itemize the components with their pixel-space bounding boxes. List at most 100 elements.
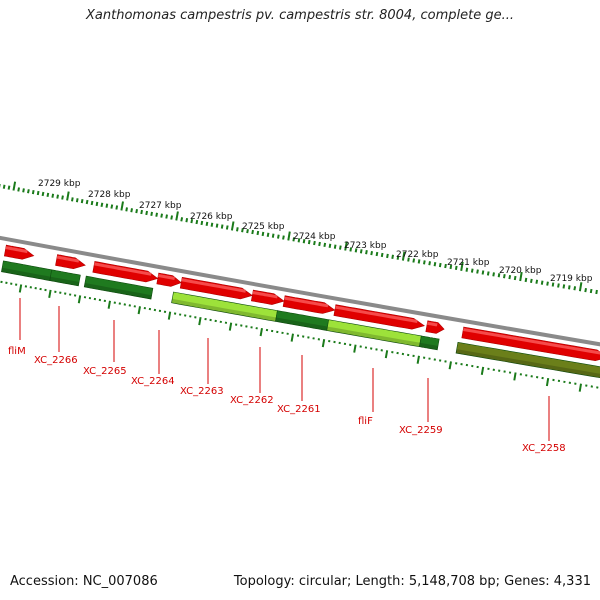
forward-gene-4-highlight	[158, 274, 175, 280]
scale-tick-minor	[200, 220, 204, 226]
scale-tick-minor	[540, 280, 544, 285]
scale-tick-minor	[22, 188, 25, 193]
gene-label-xc-2262[interactable]: XC_2262	[230, 395, 274, 406]
scale-label: 2729 kbp	[38, 179, 81, 189]
gene-label-xc-2266[interactable]: XC_2266	[34, 355, 78, 366]
scale-tick-minor	[423, 260, 426, 265]
inner-tick-major	[107, 300, 111, 309]
scale-tick-minor	[36, 190, 40, 196]
scale-tick-major	[401, 251, 406, 261]
scale-tick-minor	[115, 205, 119, 210]
scale-tick-minor	[165, 214, 168, 219]
inner-tick-major	[167, 311, 172, 320]
scale-tick-minor	[225, 225, 229, 230]
scale-tick-minor	[365, 250, 368, 255]
scale-tick-minor	[595, 289, 598, 295]
scale-tick-minor	[31, 190, 35, 195]
forward-gene-5-highlight	[181, 278, 246, 293]
scale-tick-minor	[56, 194, 59, 199]
inner-tick-major	[228, 322, 233, 331]
gene-label-xc-2261[interactable]: XC_2261	[277, 404, 321, 415]
reverse-gene-5-shade	[275, 317, 328, 331]
reverse-gene-8[interactable]	[455, 341, 600, 379]
scale-tick-major	[230, 221, 235, 231]
scale-tick-minor	[497, 273, 501, 278]
reverse-gene-6-shade	[326, 326, 421, 347]
scale-tick-major	[460, 261, 464, 271]
scale-tick-minor	[160, 213, 163, 218]
reverse-gene-2[interactable]	[49, 269, 81, 287]
scale-tick-minor	[359, 249, 363, 254]
scale-tick-minor	[266, 232, 270, 237]
scale-tick-minor	[407, 257, 410, 262]
scale-tick-minor	[215, 223, 219, 228]
gene-label-flif[interactable]: fliF	[358, 416, 373, 427]
scale-tick-minor	[428, 261, 431, 266]
reverse-gene-7[interactable]	[419, 335, 440, 351]
scale-tick-minor	[339, 245, 342, 250]
scale-tick-minor	[105, 203, 109, 208]
inner-tick-major	[513, 372, 517, 381]
scale-tick-minor	[546, 281, 549, 286]
inner-tick-major	[353, 344, 357, 353]
scale-tick-minor	[17, 187, 20, 192]
scale-tick-minor	[41, 191, 45, 197]
scale-tick-minor	[354, 248, 358, 253]
scale-tick-minor	[573, 286, 577, 291]
scale-tick-minor	[386, 253, 389, 259]
reverse-gene-3[interactable]	[83, 275, 154, 300]
scale-tick-minor	[584, 288, 587, 293]
scale-tick-minor	[246, 229, 249, 234]
scale-tick-minor	[271, 233, 275, 238]
scale-tick-minor	[551, 282, 555, 287]
scale-tick-minor	[417, 259, 421, 264]
reverse-gene-7-shade	[419, 342, 438, 350]
scale-tick-minor	[513, 275, 517, 281]
scale-tick-minor	[85, 199, 89, 205]
scale-tick-minor	[535, 279, 539, 284]
inner-tick-major	[259, 328, 263, 337]
scale-tick-minor	[140, 209, 143, 215]
gene-label-flim[interactable]: fliM	[8, 346, 26, 357]
reverse-gene-2-shade	[49, 276, 80, 286]
scale-tick-minor	[562, 284, 566, 289]
gene-label-xc-2265[interactable]: XC_2265	[83, 366, 127, 377]
scale-tick-minor	[470, 268, 474, 273]
scale-tick-minor	[80, 199, 84, 204]
scale-tick-minor	[190, 219, 194, 224]
scale-tick-minor	[282, 235, 285, 240]
scale-tick-minor	[396, 255, 400, 260]
inner-tick-major	[290, 333, 294, 342]
scale-tick-major	[175, 211, 179, 221]
inner-tick-major	[321, 339, 326, 348]
scale-tick-minor	[323, 242, 327, 247]
forward-gene-7-highlight	[284, 296, 329, 308]
inner-tick-major	[198, 317, 202, 326]
gene-labels: fliM XC_2266 XC_2265 XC_2264 XC_2263 XC_…	[8, 346, 566, 454]
genome-summary: Topology: circular; Length: 5,148,708 bp…	[233, 574, 591, 589]
gene-label-xc-2259[interactable]: XC_2259	[399, 425, 443, 436]
scale-tick-minor	[95, 201, 99, 207]
inner-tick-major	[384, 350, 389, 359]
scale-tick-minor	[449, 264, 453, 270]
scale-label: 2719 kbp	[550, 274, 593, 284]
scale-tick-minor	[71, 197, 74, 202]
gene-label-xc-2258[interactable]: XC_2258	[522, 443, 566, 454]
scale-tick-minor	[465, 267, 469, 272]
scale-tick-minor	[503, 274, 506, 279]
scale-tick-minor	[130, 208, 133, 213]
scale-tick-minor	[135, 209, 138, 214]
forward-gene-10-highlight	[463, 328, 600, 355]
gene-label-xc-2263[interactable]: XC_2263	[180, 386, 224, 397]
forward-gene-2-highlight	[56, 255, 80, 263]
forward-gene-3-highlight	[94, 262, 152, 276]
inner-tick-major	[480, 366, 485, 375]
scale-tick-minor	[241, 228, 244, 233]
forward-gene-9-highlight	[427, 321, 438, 327]
scale-tick-minor	[318, 241, 321, 247]
inner-tick-major	[48, 289, 52, 298]
inner-scale-ticks	[0, 280, 599, 392]
inner-tick-major	[18, 284, 23, 293]
gene-label-xc-2264[interactable]: XC_2264	[131, 376, 175, 387]
